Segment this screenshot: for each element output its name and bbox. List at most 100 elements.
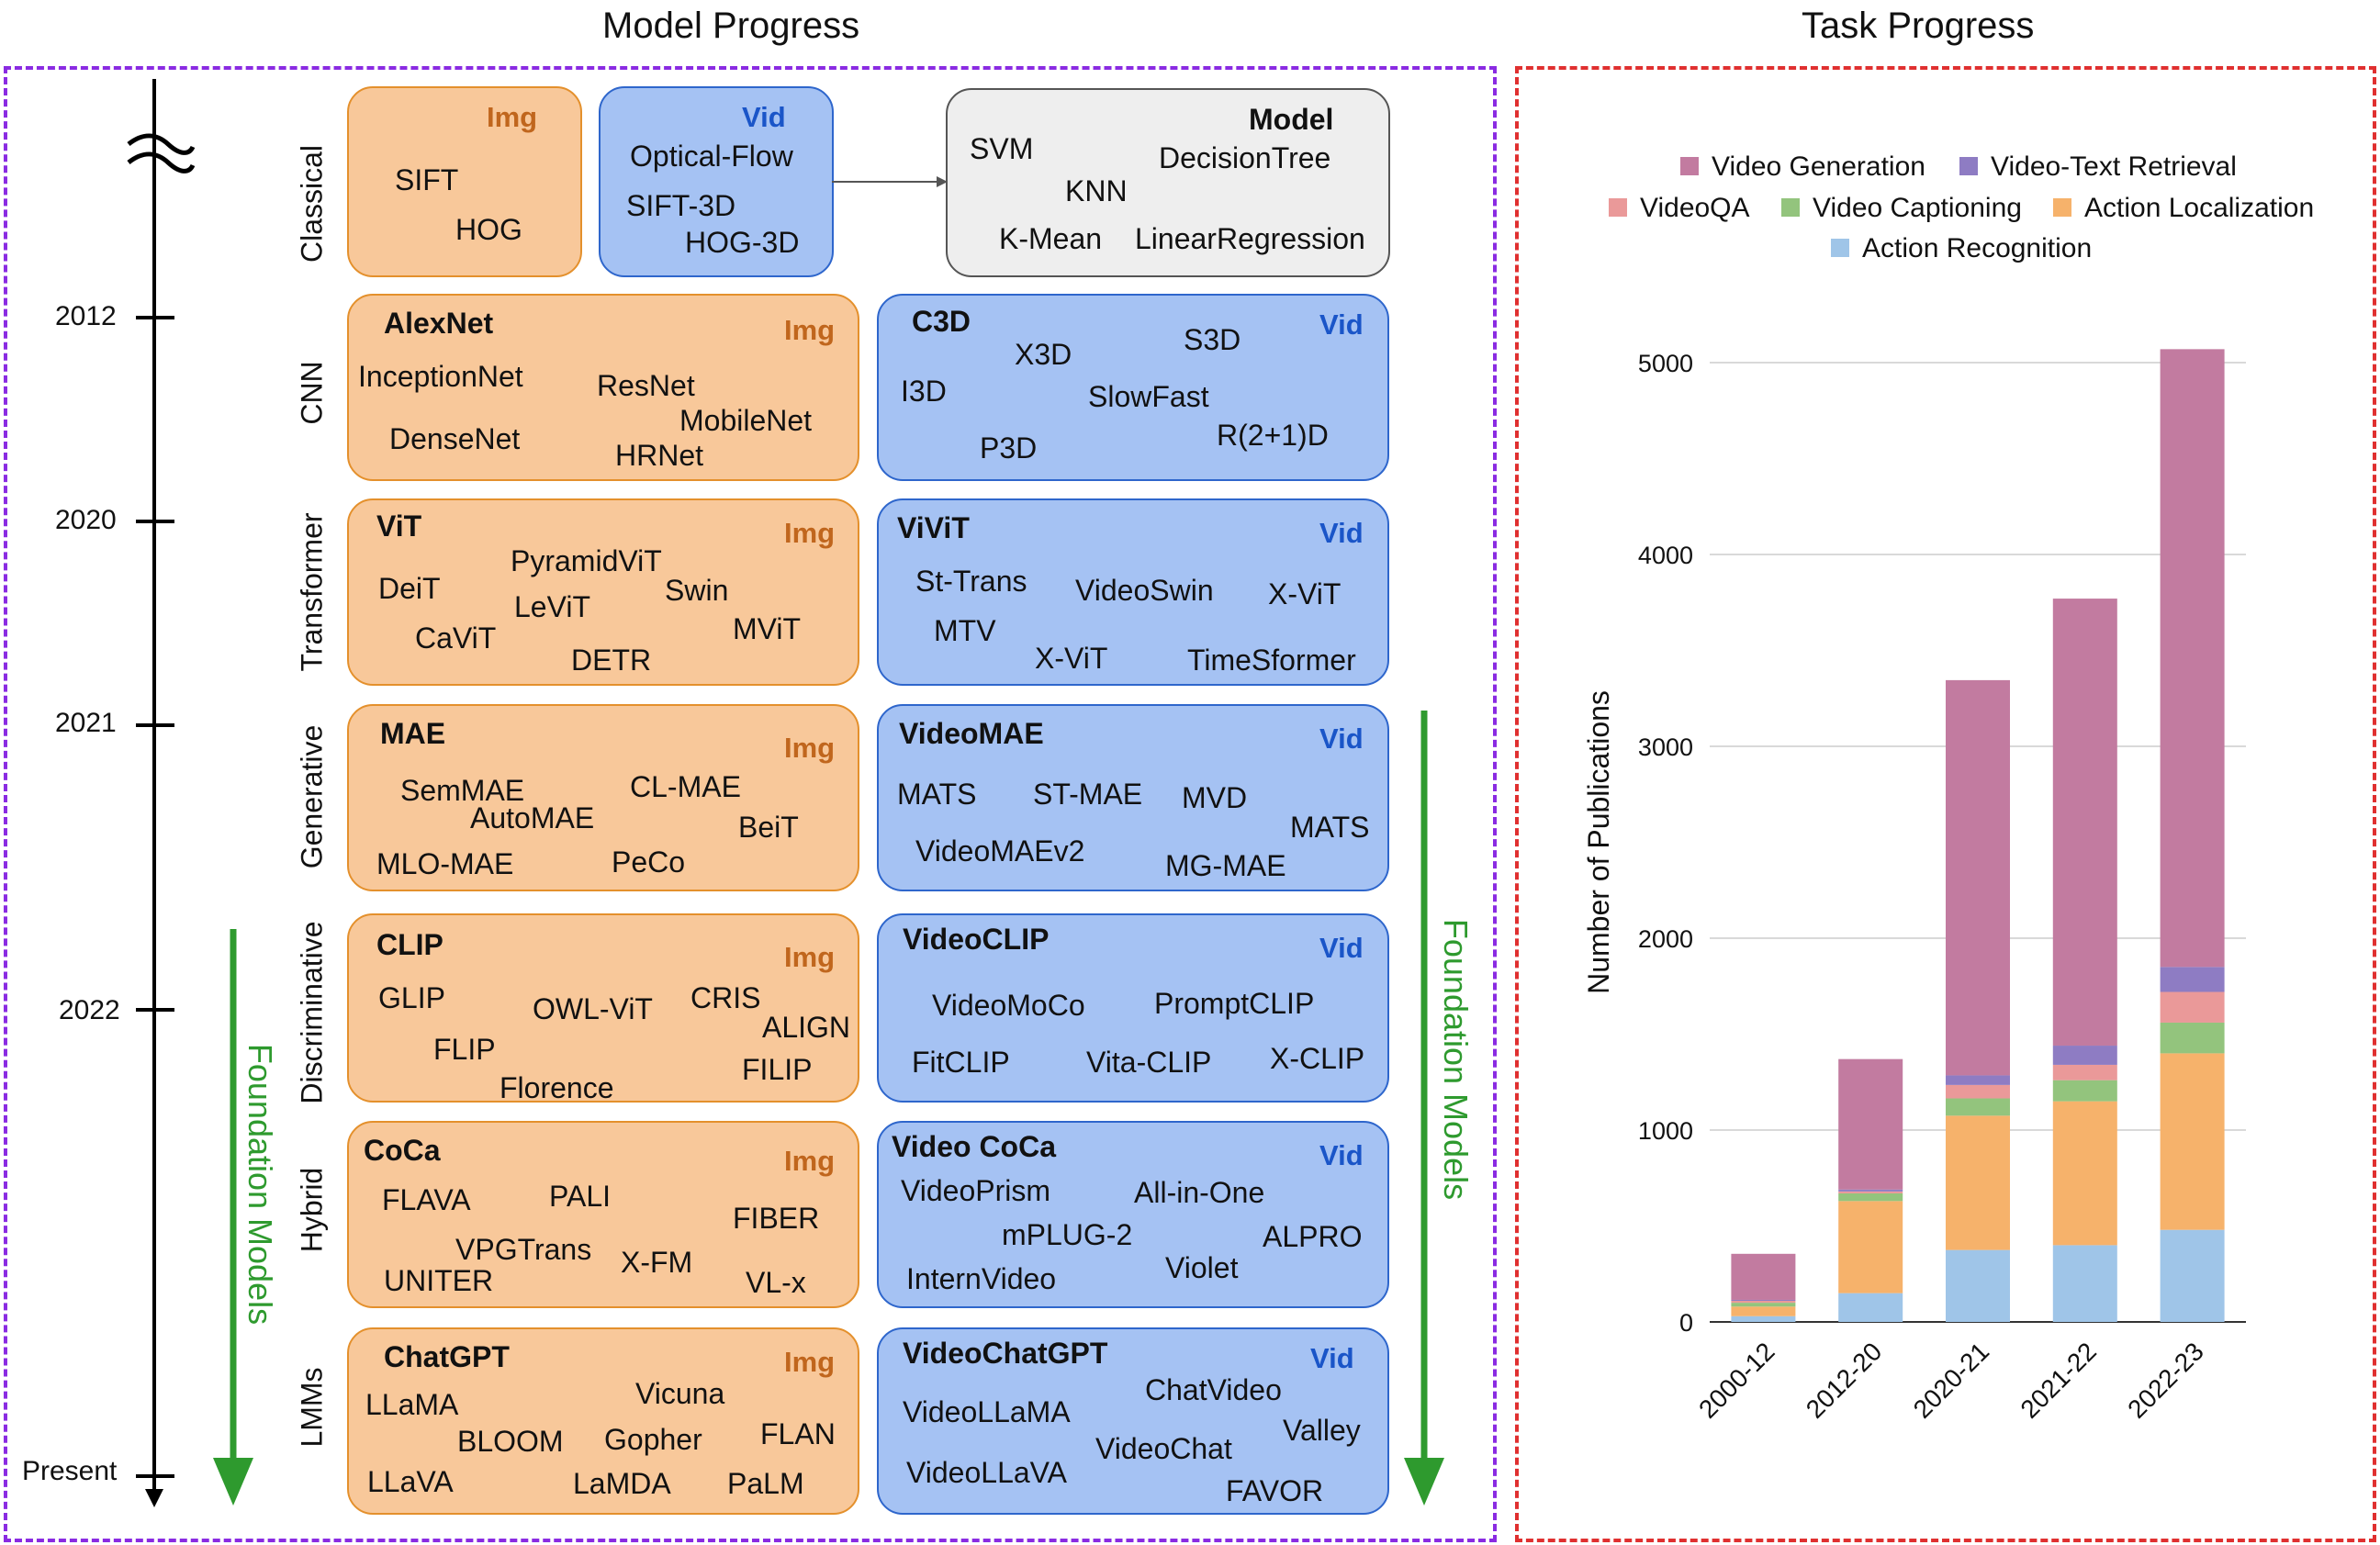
model-item: Violet: [1165, 1251, 1239, 1284]
model-item: MVD: [1182, 781, 1248, 814]
row-head: VideoMAE: [899, 717, 1044, 750]
bar-segment: [2160, 1229, 2225, 1322]
model-item: FLIP: [433, 1033, 496, 1066]
legend-swatch-video-generation: [1680, 157, 1699, 175]
model-item: HOG: [455, 213, 522, 246]
bar-segment: [2052, 599, 2117, 1047]
x-tick-label: 2022-23: [2122, 1337, 2209, 1424]
bar-segment: [1731, 1303, 1796, 1307]
year-2020: 2020: [55, 505, 117, 535]
bar-segment: [1838, 1201, 1903, 1293]
model-item: ALPRO: [1263, 1220, 1363, 1253]
vid-tag: Vid: [1319, 308, 1364, 341]
model-item: CRIS: [690, 981, 761, 1014]
vid-tag: Vid: [742, 101, 786, 133]
img-tag: Img: [487, 101, 538, 133]
vid-tag: Vid: [1319, 517, 1364, 549]
discriminative-vid-box: VideoCLIP Vid VideoMoCo PromptCLIP FitCL…: [877, 913, 1389, 1103]
model-item: VL-x: [746, 1266, 806, 1299]
model-item: VideoMAEv2: [915, 834, 1085, 868]
bar-segment: [2160, 967, 2225, 992]
classical-model-box: Model SVM DecisionTree KNN K-Mean Linear…: [946, 88, 1390, 277]
x-tick-label: 2020-21: [1908, 1337, 1995, 1424]
model-item: CL-MAE: [630, 770, 741, 803]
legend-action-localization: Action Localization: [2084, 193, 2315, 223]
model-item: HOG-3D: [685, 226, 800, 259]
model-item: BLOOM: [457, 1425, 564, 1458]
model-item: CaViT: [415, 621, 497, 655]
transformer-vid-box: ViViT Vid St-Trans VideoSwin X-ViT MTV X…: [877, 498, 1389, 686]
vid-tag: Vid: [1319, 722, 1364, 755]
model-item: VideoSwin: [1075, 574, 1214, 607]
bar-segment: [2160, 991, 2225, 1023]
model-item: FLAVA: [382, 1183, 471, 1216]
year-2021: 2021: [55, 708, 117, 738]
generative-vid-box: VideoMAE Vid MATS ST-MAE MVD MATS VideoM…: [877, 704, 1389, 891]
bar-segment: [2160, 349, 2225, 968]
model-item: PeCo: [612, 845, 686, 879]
img-tag: Img: [784, 941, 836, 973]
row-head: Video CoCa: [892, 1130, 1056, 1163]
row-head: ViT: [376, 509, 422, 543]
task-progress-panel: [1515, 66, 2376, 1542]
model-item: MATS: [1290, 811, 1370, 844]
model-item: X-ViT: [1035, 642, 1108, 675]
bar-segment: [1731, 1315, 1796, 1322]
bar-segment: [2160, 1022, 2225, 1054]
model-item: Optical-Flow: [630, 140, 793, 173]
model-item: FitCLIP: [912, 1046, 1010, 1079]
model-item: VideoMoCo: [932, 989, 1085, 1022]
legend-video-text-retrieval: Video-Text Retrieval: [1991, 151, 2237, 182]
row-head: CLIP: [376, 928, 443, 961]
model-item: mPLUG-2: [1002, 1218, 1133, 1251]
legend-swatch-videoqa: [1609, 198, 1627, 217]
model-item: LeViT: [514, 590, 591, 623]
img-tag: Img: [784, 1346, 836, 1378]
model-item: FIBER: [733, 1202, 820, 1235]
model-item: PromptCLIP: [1154, 987, 1315, 1020]
model-item: I3D: [901, 375, 947, 408]
row-head: CoCa: [364, 1134, 441, 1167]
model-item: S3D: [1184, 323, 1241, 356]
model-tag: Model: [1249, 103, 1334, 136]
model-item: InternVideo: [906, 1262, 1057, 1295]
row-head: AlexNet: [384, 307, 494, 340]
bar-segment: [1946, 1098, 2010, 1116]
bar-segment: [1946, 1249, 2010, 1322]
model-item: All-in-One: [1134, 1176, 1265, 1209]
bar-segment: [2052, 1245, 2117, 1322]
cnn-img-box: AlexNet Img InceptionNet ResNet MobileNe…: [347, 294, 859, 481]
generative-img-box: MAE Img SemMAE CL-MAE AutoMAE BeiT MLO-M…: [347, 704, 859, 891]
transformer-img-box: ViT Img PyramidViT DeiT LeViT Swin MViT …: [347, 498, 859, 686]
bar-segment: [1838, 1189, 1903, 1192]
img-tag: Img: [784, 314, 836, 346]
bar-segment: [2052, 1101, 2117, 1246]
model-item: FLAN: [760, 1417, 836, 1450]
bar-segment: [1946, 1075, 2010, 1085]
model-item: Vicuna: [635, 1377, 725, 1410]
y-axis-label: Number of Publications: [1582, 690, 1615, 994]
hybrid-img-box: CoCa Img FLAVA PALI FIBER VPGTrans X-FM …: [347, 1121, 859, 1308]
legend-action-recognition: Action Recognition: [1862, 233, 2093, 263]
img-tag: Img: [784, 517, 836, 549]
model-item: VideoLLaMA: [903, 1395, 1071, 1428]
foundation-arrows: [213, 711, 1444, 1506]
axis-break-icon: [127, 133, 196, 155]
model-item: X-FM: [621, 1246, 693, 1279]
model-item: PALI: [549, 1180, 611, 1213]
bar-segment: [1731, 1301, 1796, 1304]
bar-segment: [1946, 1084, 2010, 1099]
x-tick-label: 2012-20: [1801, 1337, 1888, 1424]
model-item: R(2+1)D: [1217, 419, 1329, 452]
year-present: Present: [22, 1456, 118, 1486]
model-item: VideoPrism: [901, 1174, 1051, 1207]
y-tick-label: 1000: [1638, 1117, 1693, 1145]
vid-tag: Vid: [1310, 1342, 1354, 1374]
bar-segment: [2052, 1064, 2117, 1080]
model-item: GLIP: [378, 981, 445, 1014]
model-item: MTV: [934, 614, 996, 647]
y-tick-label: 4000: [1638, 542, 1693, 569]
model-item: BeiT: [738, 811, 799, 844]
model-item: InceptionNet: [358, 360, 523, 393]
legend-swatch-action-recognition: [1831, 239, 1849, 257]
